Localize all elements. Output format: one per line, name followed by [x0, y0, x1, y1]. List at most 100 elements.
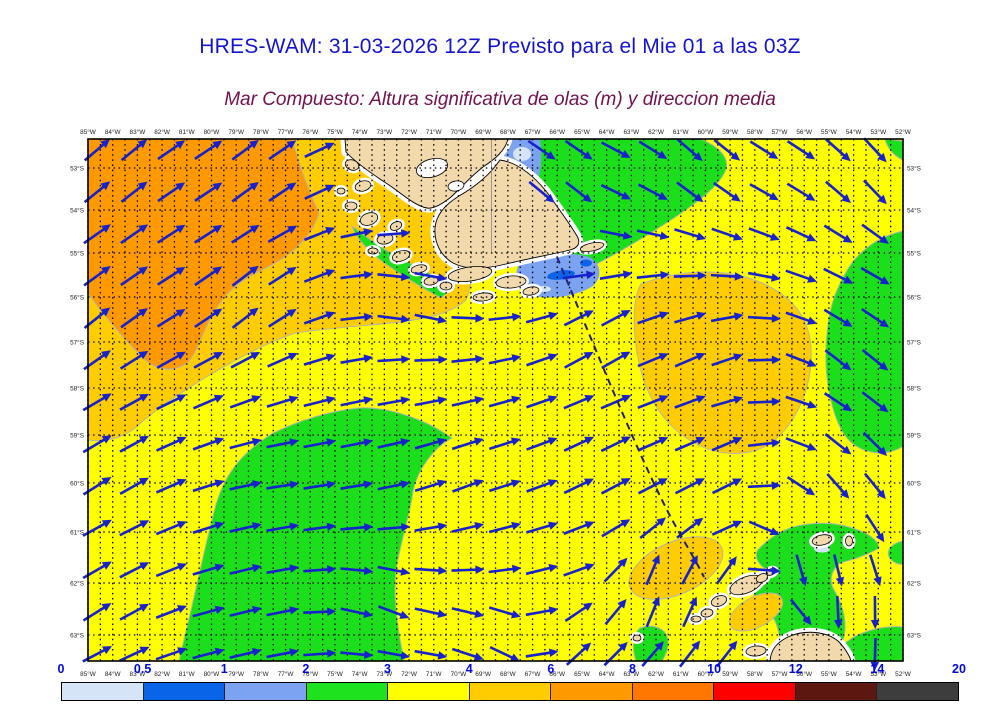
colorbar-tick: 8 [628, 662, 636, 676]
wave-arrow [564, 139, 588, 157]
colorbar-tick: 4 [465, 662, 473, 676]
wave-arrow-head [511, 564, 522, 574]
wave-arrow-head [511, 395, 521, 405]
wave-arrow-head [582, 151, 593, 160]
wave-arrow [748, 520, 774, 534]
wave-arrow-head [548, 563, 559, 573]
wave-arrow-head [251, 647, 262, 657]
wave-arrow-head [771, 355, 781, 365]
wave-arrow [786, 476, 811, 493]
wave-arrow-head [212, 140, 223, 150]
wave-arrow-head [835, 576, 845, 587]
wave-arrow [786, 140, 811, 157]
wave-arrow-head [214, 563, 225, 572]
wave-arrow [637, 355, 663, 368]
longitude-label-bottom: 67°W [525, 670, 542, 678]
colorbar-tick: 12 [788, 662, 803, 676]
wave-arrow [266, 440, 293, 449]
longitude-label-bottom: 72°W [401, 670, 418, 678]
latitude-label-left: 57°S [70, 338, 84, 346]
wave-arrow-head [807, 316, 817, 325]
wave-arrow [82, 648, 107, 663]
wave-arrow-head [326, 480, 337, 489]
wave-arrow-head [101, 561, 112, 570]
wave-arrow [674, 228, 700, 239]
wave-arrow-head [101, 476, 112, 486]
wave-arrow-head [733, 395, 744, 404]
wave-arrow-head [175, 140, 186, 149]
wave-arrow-head [585, 270, 596, 280]
wave-arrow [155, 523, 181, 536]
wave-arrow-head [873, 576, 882, 587]
longitude-label-top: 62°W [648, 128, 665, 136]
wave-arrow-head [584, 436, 595, 445]
wave-arrow [303, 610, 330, 614]
longitude-label-top: 80°W [204, 128, 221, 136]
wave-arrow-head [325, 353, 336, 362]
wave-arrow [414, 271, 441, 280]
wave-arrow [156, 353, 181, 370]
wave-arrow-head [620, 478, 631, 487]
wave-arrow [789, 598, 809, 621]
wave-arrow-head [733, 353, 743, 362]
wave-arrow [785, 311, 811, 323]
wave-arrow-head [363, 270, 374, 280]
longitude-label-bottom: 56°W [796, 670, 813, 678]
longitude-label-bottom: 74°W [352, 670, 369, 678]
land [769, 631, 852, 662]
wave-arrow-head [400, 567, 411, 576]
wave-arrow [526, 481, 552, 493]
colorbar-tick: 0 [57, 662, 65, 676]
wave-arrow [194, 269, 218, 287]
longitude-label-top: 77°W [278, 128, 295, 136]
longitude-label-bottom: 82°W [154, 670, 171, 678]
wave-arrow-head [841, 193, 851, 204]
wave-arrow-head [138, 350, 149, 360]
wave-arrow-head [176, 478, 187, 487]
longitude-label-bottom: 69°W [475, 670, 492, 678]
wave-arrow [861, 307, 885, 325]
longitude-label-top: 68°W [500, 128, 517, 136]
colorbar-tick: 3 [384, 662, 392, 676]
wave-arrow-head [689, 554, 698, 565]
wave-arrow [641, 645, 661, 667]
wave-arrow [82, 563, 107, 580]
longitude-label-top: 73°W [377, 128, 394, 136]
wave-arrow-head [438, 566, 448, 575]
wave-arrow [645, 602, 658, 628]
latitude-label-left: 56°S [70, 293, 84, 301]
wave-arrow-head [657, 478, 668, 487]
wave-arrow-head [621, 436, 631, 445]
wave-arrow-head [547, 479, 558, 488]
wave-arrow-head [770, 273, 781, 282]
wave-arrow [340, 651, 367, 657]
wave-arrow [488, 567, 515, 574]
longitude-label-bottom: 80°W [204, 670, 221, 678]
wave-arrow [673, 274, 700, 278]
wave-arrow [155, 480, 181, 494]
island [389, 221, 403, 231]
wave-arrow-head [137, 181, 148, 191]
wave-arrow [563, 312, 589, 327]
wave-arrow [488, 398, 515, 408]
wave-arrow-head [807, 274, 817, 283]
longitude-label-top: 65°W [574, 128, 591, 136]
longitude-label-bottom: 64°W [599, 670, 616, 678]
wave-arrow [414, 525, 441, 532]
latitude-label-right: 61°S [907, 528, 921, 536]
wave-arrow [119, 396, 144, 411]
wave-arrow-head [730, 193, 741, 202]
wave-arrow [676, 138, 699, 158]
wave-arrow-head [511, 354, 522, 363]
wave-arrow [786, 182, 811, 199]
wave-arrow [488, 356, 515, 365]
wave-arrow-head [175, 182, 186, 192]
wave-arrow-head [834, 619, 843, 629]
wave-arrow-head [139, 646, 150, 655]
wave-arrow [267, 354, 292, 368]
longitude-label-top: 61°W [673, 128, 690, 136]
wave-arrow-head [691, 640, 701, 651]
wave-arrow [564, 605, 588, 622]
wave-arrow [600, 183, 626, 198]
page-title: HRES-WAM: 31-03-2026 12Z Previsto para e… [199, 35, 801, 58]
